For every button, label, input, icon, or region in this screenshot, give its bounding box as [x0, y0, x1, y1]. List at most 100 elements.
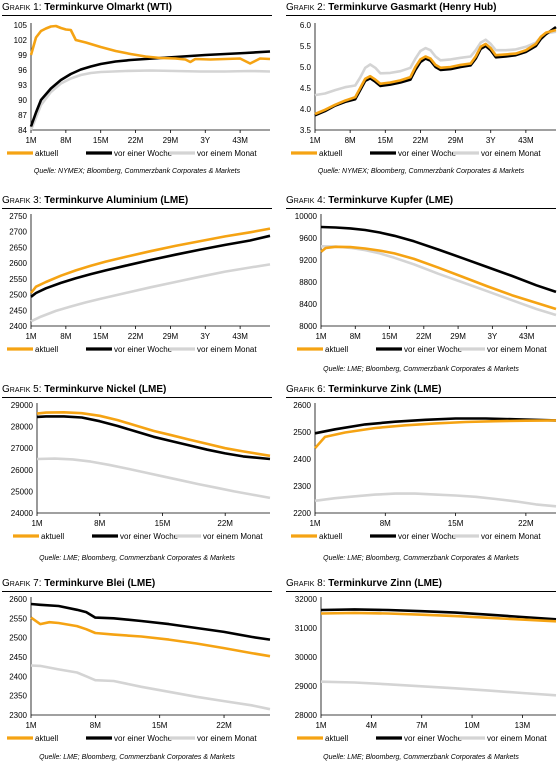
chart-svg: 2400 2450 2500 2550 2600 2650 2700 2750 1M 8M 15M 2…: [7, 212, 271, 354]
legend-label: vor einer Woche: [114, 734, 173, 741]
x-tick-label: 3Y: [200, 136, 210, 145]
y-tick-label: 31000: [295, 624, 318, 633]
chart-number: Grafik 5:: [2, 384, 42, 395]
chart-title: Grafik 7: Terminkurve Blei (LME): [2, 577, 272, 590]
title-rule: [286, 208, 556, 209]
series-line-0: [314, 419, 557, 450]
legend-label: aktuell: [325, 734, 348, 741]
y-tick-label: 2600: [293, 401, 311, 410]
chart-svg: 24000 25000 26000 27000 28000 29000 1M 8M 15M 22M…: [11, 401, 271, 541]
legend-label: aktuell: [41, 532, 64, 541]
chart-title-text: Terminkurve Nickel (LME): [41, 384, 167, 395]
chart-title-text: Terminkurve Olmarkt (WTI): [41, 2, 172, 13]
y-tick-label: 2400: [293, 455, 311, 464]
chart-title-text: Terminkurve Blei (LME): [41, 578, 156, 589]
y-tick-label: 26000: [11, 466, 34, 475]
chart-title-text: Terminkurve Kupfer (LME): [325, 195, 454, 206]
x-tick-label: 4M: [366, 721, 377, 730]
series-line-0: [314, 28, 557, 116]
y-tick-label: 4.5: [300, 84, 312, 93]
y-tick-label: 2600: [9, 595, 27, 604]
chart-panel-3: Grafik 3: Terminkurve Aluminium (LME) 240…: [2, 194, 272, 384]
legend-label: aktuell: [319, 149, 342, 158]
y-tick-label: 2700: [9, 228, 27, 237]
x-tick-label: 8M: [380, 519, 391, 528]
chart-title: Grafik 1: Terminkurve Olmarkt (WTI): [2, 1, 272, 14]
chart-svg: 84 87 90 93 96 99 102 105 1M 8M 15M 22M 29M 3Y 43M aktu…: [7, 21, 271, 158]
series-line-2: [314, 30, 557, 97]
x-tick-label: 1M: [315, 332, 326, 341]
y-tick-label: 9200: [299, 256, 317, 265]
y-tick-label: 9600: [299, 234, 317, 243]
x-tick-label: 8M: [90, 721, 101, 730]
chart-number: Grafik 2:: [286, 2, 326, 13]
series-line-0: [320, 245, 557, 311]
x-tick-label: 8M: [94, 519, 105, 528]
legend-label: vor einem Monat: [203, 532, 263, 541]
y-tick-label: 2350: [9, 692, 27, 701]
x-tick-label: 15M: [152, 721, 168, 730]
x-tick-label: 22M: [416, 332, 432, 341]
legend-label: vor einer Woche: [398, 149, 457, 158]
title-rule: [286, 15, 556, 16]
legend-label: vor einem Monat: [487, 345, 547, 354]
y-tick-label: 32000: [295, 595, 318, 604]
chart-title-text: Terminkurve Gasmarkt (Henry Hub): [325, 2, 497, 13]
title-rule: [2, 397, 272, 398]
x-tick-label: 3Y: [486, 136, 496, 145]
title-rule: [286, 591, 556, 592]
y-tick-label: 10000: [295, 212, 318, 221]
x-tick-label: 1M: [25, 332, 36, 341]
x-tick-label: 22M: [217, 519, 233, 528]
legend-label: vor einem Monat: [197, 345, 257, 354]
source-note: Quelle: LME; Bloomberg, Commerzbank Corp…: [323, 366, 519, 373]
source-note: Quelle: NYMEX; Bloomberg, Commerzbank Co…: [317, 168, 525, 175]
chart-panel-5: Grafik 5: Terminkurve Nickel (LME) 24000 2…: [2, 383, 272, 573]
y-tick-label: 87: [18, 111, 27, 120]
chart-panel-6: Grafik 6: Terminkurve Zink (LME) 2200 2300…: [286, 383, 557, 573]
y-tick-label: 2300: [9, 711, 27, 720]
series-line-2: [314, 492, 557, 508]
series-line-1: [30, 602, 271, 641]
chart-number: Grafik 4:: [286, 195, 326, 206]
legend-label: vor einer Woche: [114, 345, 173, 354]
y-tick-label: 8400: [299, 300, 317, 309]
y-tick-label: 2500: [9, 291, 27, 300]
source-note: Quelle: LME; Bloomberg, Commerzbank Corp…: [39, 754, 235, 761]
y-tick-label: 84: [18, 126, 27, 135]
y-tick-label: 5.5: [300, 42, 312, 51]
x-tick-label: 43M: [232, 136, 248, 145]
x-tick-label: 15M: [155, 519, 171, 528]
x-tick-label: 1M: [309, 136, 320, 145]
x-tick-label: 29M: [163, 332, 179, 341]
x-tick-label: 8M: [60, 332, 71, 341]
legend-label: vor einem Monat: [487, 734, 547, 741]
x-tick-label: 1M: [309, 519, 320, 528]
chart-title: Grafik 2: Terminkurve Gasmarkt (Henry Hu…: [286, 1, 556, 14]
chart-title-text: Terminkurve Zink (LME): [325, 384, 442, 395]
y-tick-label: 93: [18, 81, 27, 90]
legend-label: aktuell: [325, 345, 348, 354]
chart-svg: 8000 8400 8800 9200 9600 10000 1M 8M 15M 22M 29M 3Y…: [295, 212, 557, 354]
chart-title-text: Terminkurve Zinn (LME): [325, 578, 443, 589]
x-tick-label: 43M: [519, 332, 535, 341]
series-line-2: [36, 457, 271, 500]
x-tick-label: 13M: [515, 721, 531, 730]
chart-title: Grafik 5: Terminkurve Nickel (LME): [2, 383, 272, 396]
chart-number: Grafik 8:: [286, 578, 326, 589]
x-tick-label: 15M: [93, 136, 109, 145]
x-tick-label: 22M: [216, 721, 232, 730]
legend-label: aktuell: [35, 734, 58, 741]
title-rule: [2, 591, 272, 592]
chart-number: Grafik 7:: [2, 578, 42, 589]
y-tick-label: 2400: [9, 672, 27, 681]
x-tick-label: 29M: [163, 136, 179, 145]
y-tick-label: 2650: [9, 243, 27, 252]
chart-number: Grafik 6:: [286, 384, 326, 395]
x-tick-label: 22M: [518, 519, 534, 528]
chart-svg: 2300 2350 2400 2450 2500 2550 2600 1M 8M 15M 22M ak…: [7, 595, 271, 741]
source-note: Quelle: NYMEX; Bloomberg, Commerzbank Co…: [33, 168, 241, 175]
x-tick-label: 15M: [448, 519, 464, 528]
title-rule: [286, 397, 556, 398]
y-tick-label: 2550: [9, 275, 27, 284]
